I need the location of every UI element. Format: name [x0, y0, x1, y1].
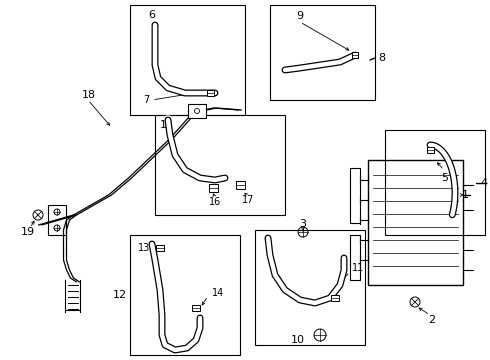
FancyBboxPatch shape: [426, 147, 434, 153]
Text: 18: 18: [82, 90, 96, 100]
Bar: [350, 168, 360, 223]
FancyBboxPatch shape: [192, 305, 200, 311]
FancyBboxPatch shape: [209, 184, 218, 192]
Text: 6: 6: [148, 10, 155, 20]
Bar: [385, 130, 485, 235]
Bar: [48, 205, 66, 235]
Bar: [188, 104, 206, 118]
Text: 8: 8: [378, 53, 385, 63]
Text: 14: 14: [212, 288, 224, 298]
FancyBboxPatch shape: [236, 181, 245, 189]
Bar: [270, 5, 375, 100]
Text: 11: 11: [352, 263, 364, 273]
Bar: [368, 160, 463, 285]
FancyBboxPatch shape: [331, 295, 339, 301]
Text: 13: 13: [138, 243, 150, 253]
Text: 12: 12: [113, 290, 127, 300]
Text: 16: 16: [209, 197, 221, 207]
Bar: [155, 115, 285, 215]
Text: 3: 3: [299, 219, 307, 229]
Text: 7: 7: [143, 95, 149, 105]
Text: 9: 9: [296, 11, 304, 21]
Text: 5: 5: [441, 173, 448, 183]
Text: 15: 15: [160, 120, 174, 130]
FancyBboxPatch shape: [352, 52, 358, 58]
Text: 10: 10: [291, 335, 305, 345]
Bar: [350, 235, 360, 280]
Bar: [130, 5, 245, 115]
FancyBboxPatch shape: [206, 90, 214, 96]
Text: 2: 2: [428, 315, 436, 325]
Bar: [255, 230, 365, 345]
Text: 17: 17: [242, 195, 254, 205]
FancyBboxPatch shape: [156, 245, 164, 251]
Bar: [130, 235, 240, 355]
Text: 19: 19: [21, 227, 35, 237]
Text: 1: 1: [462, 190, 469, 200]
Text: 4: 4: [480, 178, 487, 188]
